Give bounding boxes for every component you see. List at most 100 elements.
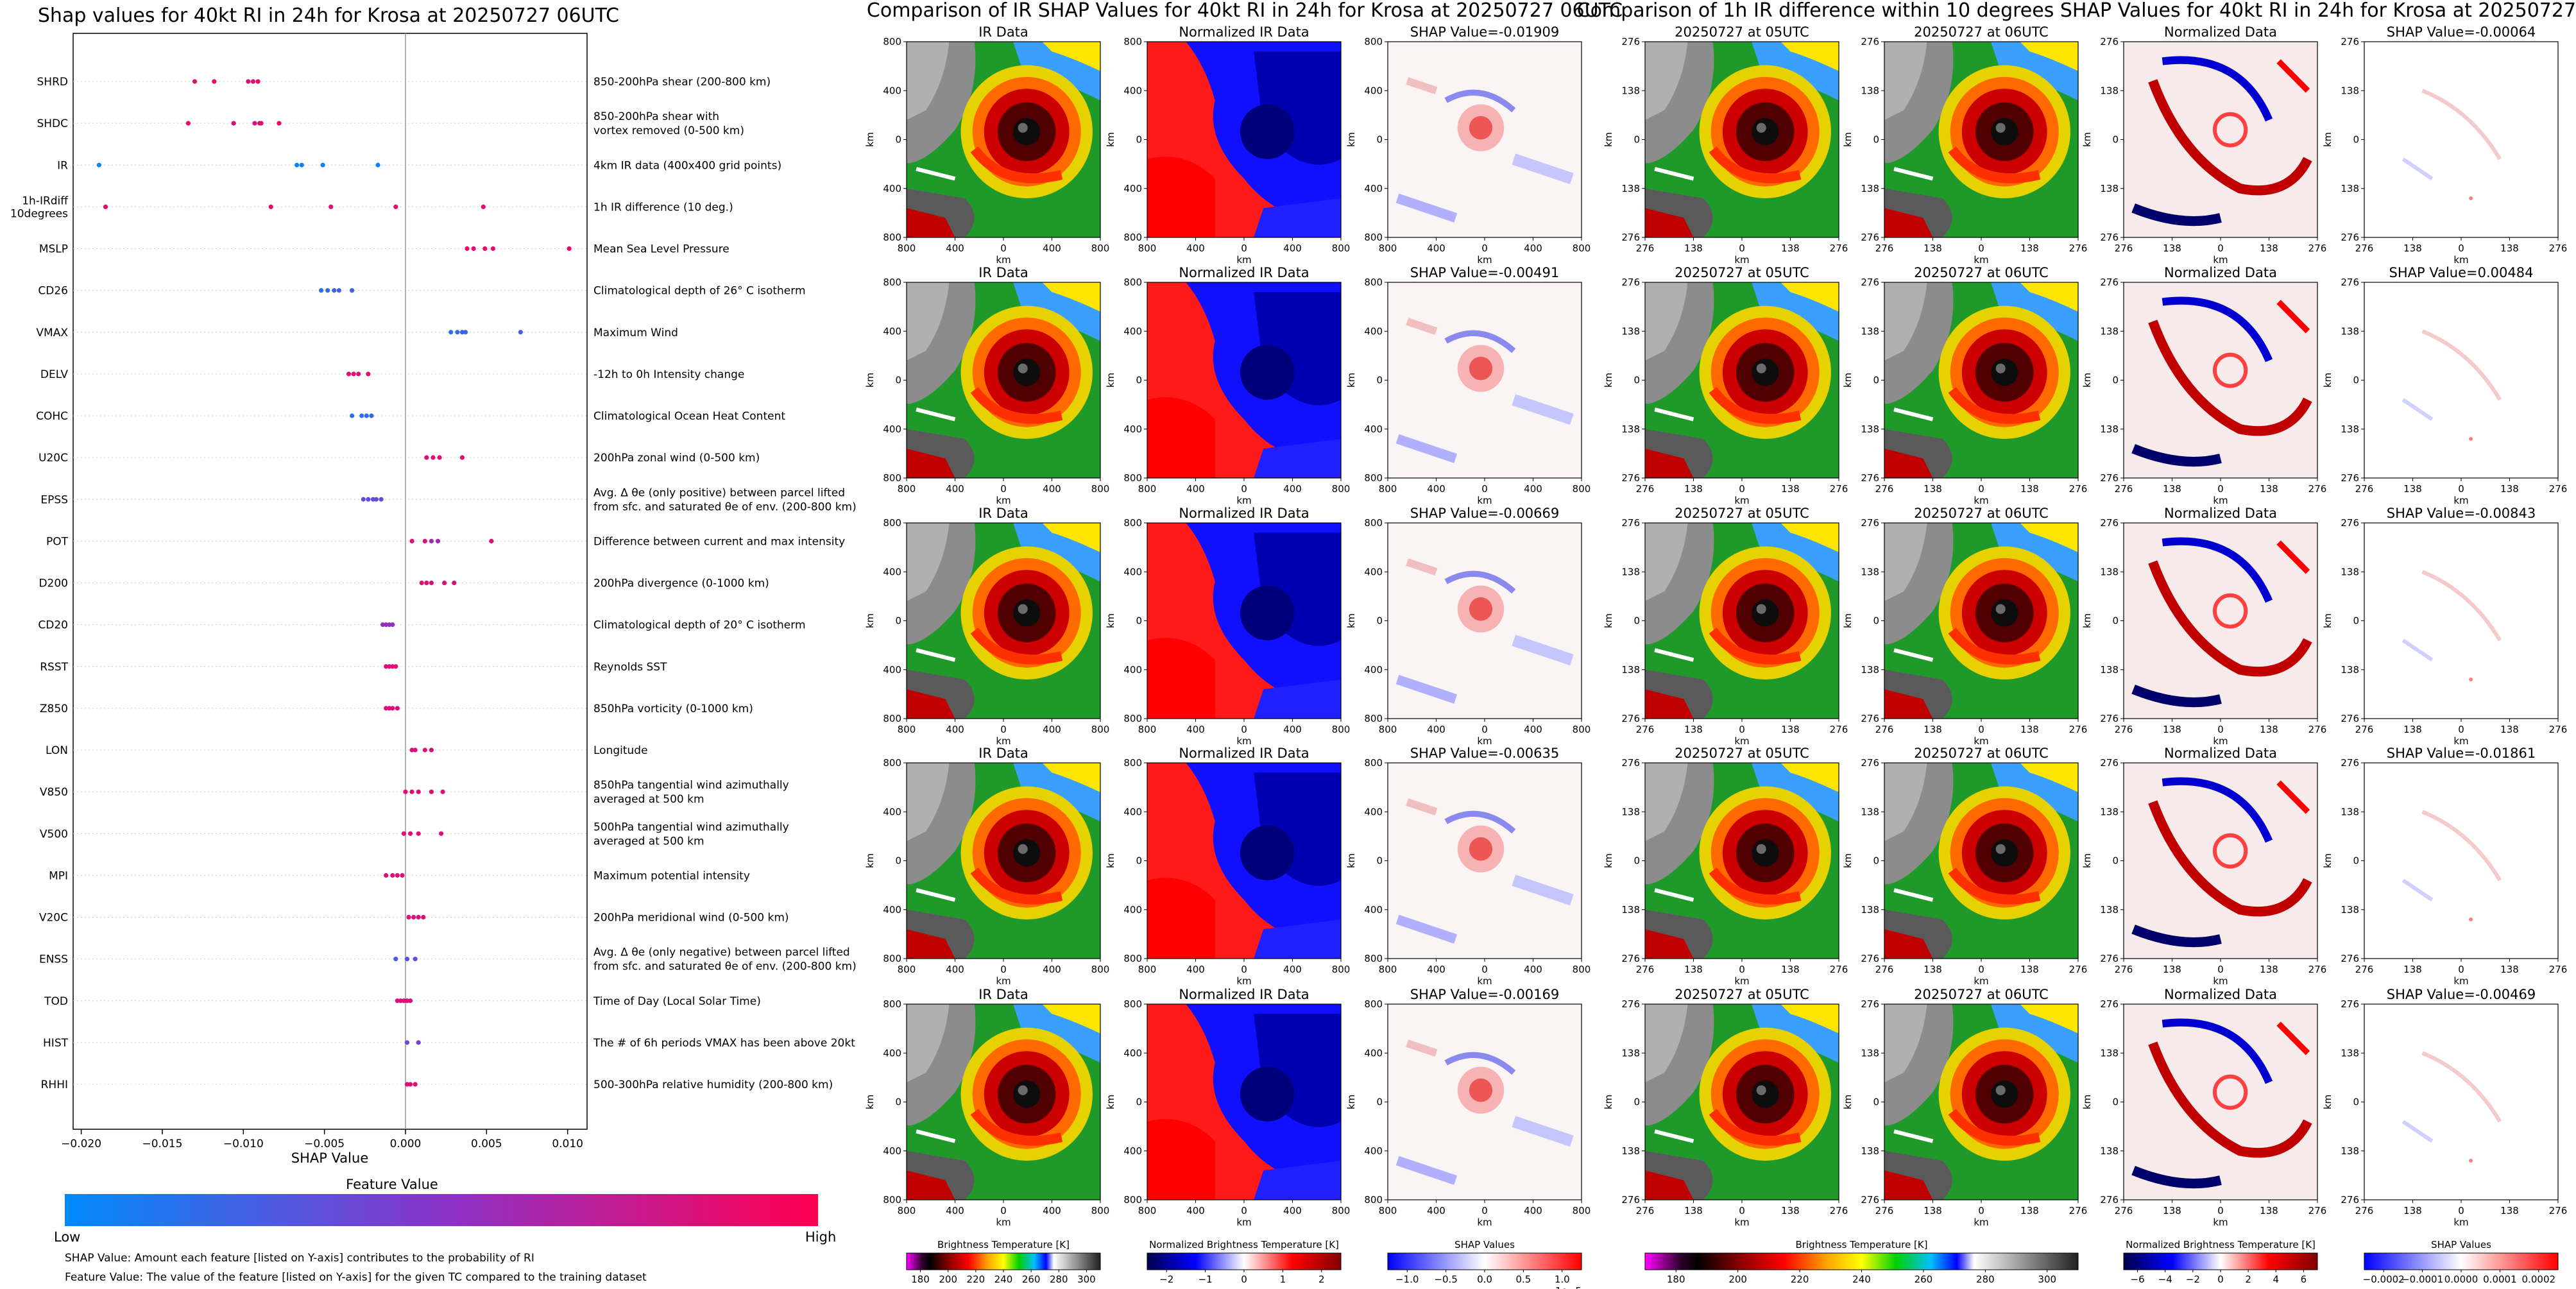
shap-point <box>440 789 445 794</box>
x-tick-label: −0.005 <box>304 1138 345 1150</box>
panel-image <box>1147 1003 1342 1200</box>
y-tick-label: 138 <box>1621 423 1640 435</box>
y-tick-label: 276 <box>2100 36 2119 47</box>
x-tick-label: 276 <box>2549 964 2568 975</box>
x-tick-label: 0 <box>1481 1205 1488 1216</box>
y-tick-label: 138 <box>2100 904 2119 916</box>
x-tick-label: 800 <box>898 483 916 495</box>
feature-value-colorbar <box>65 1194 818 1226</box>
x-tick-label: 138 <box>2500 243 2519 254</box>
x-tick-label: 138 <box>2260 483 2278 495</box>
y-tick-label: 276 <box>2341 36 2359 47</box>
x-tick-label: 800 <box>1573 964 1591 975</box>
colorbar-tick-label: −1 <box>1198 1274 1213 1285</box>
x-tick-label: 800 <box>898 724 916 735</box>
x-tick-label: 138 <box>2163 1205 2181 1216</box>
y-tick-label: 0 <box>2353 1097 2359 1108</box>
x-tick-label: 276 <box>2069 964 2088 975</box>
feature-name: CD20 <box>38 619 68 632</box>
y-tick-label: 276 <box>2100 277 2119 288</box>
feature-name: RSST <box>40 661 68 674</box>
x-tick-label: 276 <box>2115 724 2133 735</box>
center-normalized-ir-panel: Normalized IR Data 800 400 0 400 800 km 800 400 0… <box>1105 987 1350 1228</box>
shap-point <box>356 371 361 377</box>
shap-point <box>384 706 389 711</box>
x-tick-label: 0 <box>1739 243 1745 254</box>
y-tick-label: 400 <box>883 1145 901 1157</box>
right-normalized-panel: Normalized Data 276 138 0 138 276 km 276 138 0 138… <box>2081 265 2326 506</box>
colorbar-tick-label: 300 <box>1077 1274 1096 1285</box>
y-tick-label: 400 <box>1364 1145 1383 1157</box>
x-tick-label: 0 <box>2458 243 2464 254</box>
x-tick-label: 276 <box>2069 724 2088 735</box>
colorbar-tick-label: −0.0002 <box>2363 1274 2405 1285</box>
y-tick-label: 0 <box>1873 134 1879 146</box>
x-axis-label: km <box>1236 975 1251 987</box>
x-tick-label: 138 <box>2260 724 2278 735</box>
y-tick-label: 276 <box>1621 757 1640 769</box>
x-tick-label: 138 <box>2403 483 2422 495</box>
x-tick-label: 400 <box>946 1205 964 1216</box>
feature-name: U20C <box>38 452 68 465</box>
center-ir-panel: IR Data 800 400 0 400 800 km 800 400 0 400 800 km <box>864 24 1109 266</box>
shap-point <box>409 538 414 543</box>
y-tick-label: 276 <box>2100 757 2119 769</box>
y-tick-label: 0 <box>895 134 901 146</box>
x-tick-label: 0 <box>1481 243 1488 254</box>
shap-point <box>231 121 236 126</box>
shap-point <box>429 789 434 794</box>
panel-title: SHAP Value=-0.00169 <box>1410 987 1560 1002</box>
feature-description: 850hPa tangential wind azimuthally <box>593 779 789 792</box>
colorbar-gradient <box>2364 1252 2559 1270</box>
x-tick-label: 800 <box>1138 724 1157 735</box>
feature-description: averaged at 500 km <box>593 793 704 806</box>
colorbar-tick-label: 260 <box>1022 1274 1041 1285</box>
y-tick-label: 276 <box>1621 472 1640 484</box>
x-axis-label: km <box>996 975 1011 987</box>
x-tick-label: 138 <box>2500 1205 2519 1216</box>
x-axis-label: km <box>2213 254 2228 266</box>
center-ir-panel: IR Data 800 400 0 400 800 km 800 400 0 400 800 km <box>864 746 1109 987</box>
y-tick-label: 138 <box>2100 1047 2119 1059</box>
panel-image <box>2123 762 2318 959</box>
shap-point <box>431 455 436 460</box>
x-axis-label: km <box>1477 975 1492 987</box>
colorbar-gradient <box>1387 1252 1582 1270</box>
colorbar-exponent: 1e−5 <box>1555 1285 1582 1289</box>
x-tick-label: 400 <box>1427 724 1446 735</box>
feature-name: ENSS <box>39 953 68 966</box>
x-tick-label: 0 <box>2217 724 2224 735</box>
y-tick-label: 400 <box>1364 423 1383 435</box>
center-shap-panel: SHAP Value=-0.00491 800 400 0 400 800 km 800 400… <box>1345 265 1591 506</box>
shap-point <box>395 998 400 1003</box>
y-axis-label: km <box>1842 373 1854 388</box>
y-tick-label: 138 <box>2100 664 2119 676</box>
panel-title: SHAP Value=-0.00635 <box>1410 746 1560 761</box>
x-axis-label: km <box>996 735 1011 747</box>
x-tick-label: 800 <box>1332 243 1351 254</box>
panel-image <box>906 522 1101 719</box>
y-tick-label: 800 <box>1123 36 1142 47</box>
y-tick-label: 138 <box>2341 85 2359 96</box>
y-tick-label: 276 <box>2100 953 2119 964</box>
x-tick-label: 0.010 <box>552 1138 583 1150</box>
shap-point <box>384 873 389 878</box>
shap-point <box>319 288 324 293</box>
x-tick-label: 276 <box>2069 243 2088 254</box>
y-tick-label: 138 <box>2100 566 2119 577</box>
right-shap-panel: SHAP Value=-0.00843 276 138 0 138 276 km 276 138… <box>2322 506 2567 747</box>
y-tick-label: 400 <box>1123 664 1142 676</box>
feature-description: 850-200hPa shear with <box>593 110 719 123</box>
x-tick-label: 276 <box>1830 724 1848 735</box>
x-tick-label: 138 <box>2020 1205 2039 1216</box>
y-tick-label: 138 <box>1861 1047 1879 1059</box>
y-tick-label: 138 <box>2341 1047 2359 1059</box>
feature-name: V850 <box>40 786 68 799</box>
feature-name: EPSS <box>40 493 68 506</box>
y-tick-label: 0 <box>895 375 901 386</box>
panel-title: 20250727 at 06UTC <box>1914 506 2049 521</box>
x-tick-label: 800 <box>1332 724 1351 735</box>
y-tick-label: 0 <box>2353 855 2359 867</box>
x-tick-label: 0 <box>1739 1205 1745 1216</box>
x-tick-label: 276 <box>1636 483 1655 495</box>
